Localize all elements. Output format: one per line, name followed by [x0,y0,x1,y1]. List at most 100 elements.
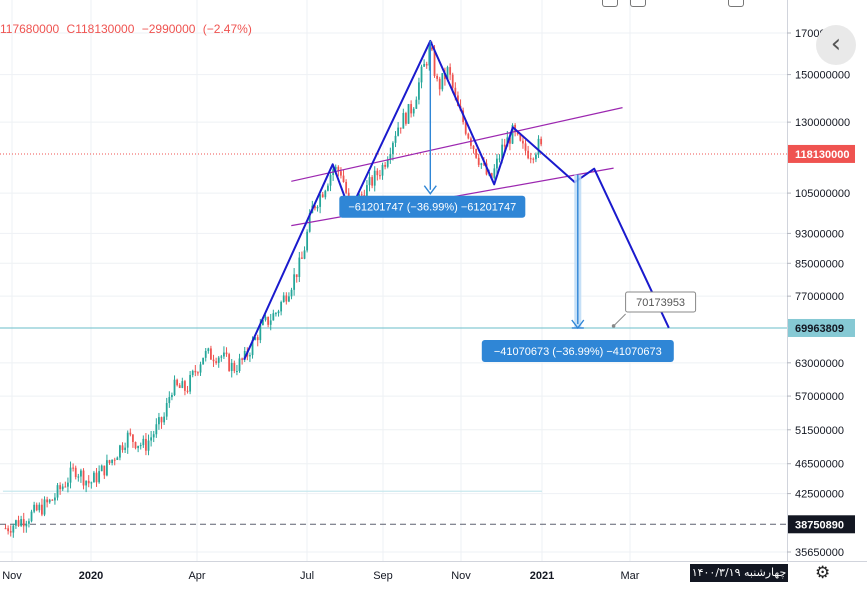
candle-body [51,499,54,501]
price-tick-label: 35650000 [795,547,844,559]
time-tick-label: Mar [621,570,640,582]
candle-body [30,511,33,522]
callout-pointer [613,313,626,327]
candle-body [230,362,233,371]
candle-body [410,104,413,114]
measurement-tools[interactable]: −61201747 (−36.99%) −61201747 −41070673 (… [339,40,674,362]
time-tick-label: Apr [188,570,205,582]
candle-body [540,138,543,145]
measure-label-box [481,339,674,362]
candle-body [233,362,236,372]
candle-body [503,144,506,147]
price-tick-label: 105000000 [795,188,850,200]
candle-body [480,163,483,165]
price-label: 69963809 [795,323,844,335]
candle-body [467,133,470,139]
open-value: 117680000 [0,22,60,36]
candle-body [389,154,392,160]
callout-anchor [611,324,616,328]
time-tick-label: Jul [300,570,314,582]
candle-body [28,521,30,524]
candle-body [41,504,43,515]
candle-body [399,127,402,129]
candle-body [43,499,46,515]
measure-label: −61201747 (−36.99%) −61201747 [348,202,516,214]
ohlc-legend: 117680000 C118130000 −2990000 (−2.47%) [0,22,256,36]
chevron-left-icon[interactable]: ‹ [816,25,856,65]
candle-body [275,313,277,315]
candle-body [386,159,389,167]
close-value: C118130000 [66,22,135,36]
candle-body [371,177,374,186]
candle-body [158,417,160,425]
candle-body [254,337,257,340]
candle-body [509,137,511,144]
candle-body [340,171,342,176]
candle-body [293,274,296,290]
candle-body [402,112,405,129]
candle-body [134,441,137,449]
candle-body [243,350,246,360]
candle-body [329,174,332,186]
candle-body [327,185,329,191]
price-axis[interactable]: 1700000001500000001300000001050000009300… [787,0,867,591]
candle-body [475,148,478,158]
candle-body [236,370,238,372]
candle-body [295,274,298,278]
candle-body [431,47,433,50]
candle-body [251,339,254,356]
channel-line [291,107,623,182]
top-toolbar [590,0,800,8]
gear-icon[interactable]: ⚙ [815,563,831,583]
price-label: 118130000 [795,149,849,161]
change-percent: (−2.47%) [202,22,252,36]
candle-body [366,185,368,200]
candle-body [316,206,319,209]
price-tick-label: 130000000 [795,117,850,129]
candle-body [48,499,51,503]
callout-box [625,291,697,313]
candle-body [324,190,327,198]
trend-pattern[interactable] [243,39,670,361]
candle-body [176,379,179,386]
price-tick-label: 93000000 [795,228,844,240]
candle-body [124,447,127,450]
candle-body [210,348,212,360]
screenshot-icon[interactable] [630,0,646,7]
candle-body [155,424,158,435]
candle-body [25,523,28,527]
candle-body [7,528,10,532]
candle-body [225,352,228,355]
measure-label: −41070673 (−36.99%) −41070673 [494,346,662,358]
candle-body [61,486,64,490]
candle-body [282,295,285,303]
candle-body [337,166,340,172]
candle-body [477,157,480,165]
candle-body [80,470,82,477]
price-tick-label: 63000000 [795,358,844,370]
candle-body [22,519,25,527]
candle-body [152,434,155,438]
candle-body [519,134,522,141]
price-tick-label: 77000000 [795,291,844,303]
time-axis[interactable]: Nov 2020 Apr Jul Sep Nov 2021 Mar [0,561,867,583]
candle-body [535,154,537,160]
candle-body [168,397,171,404]
candle-body [306,231,309,251]
camera-icon[interactable] [602,0,618,7]
candle-body [464,122,467,134]
candle-body [420,66,423,83]
candle-body [342,175,345,182]
candle-body [90,482,93,484]
price-callout[interactable]: 70173953 [611,291,697,328]
price-label-box [788,318,855,337]
candle-body [290,289,293,297]
candle-body [259,325,262,341]
candle-body [189,374,192,392]
fullscreen-icon[interactable] [728,0,744,7]
candle-body [501,144,504,159]
candle-body [423,63,426,67]
candle-body [272,313,275,321]
candle-body [425,63,428,66]
